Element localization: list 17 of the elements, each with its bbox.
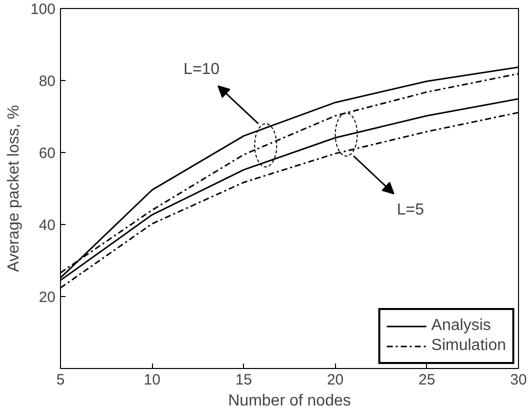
legend-label: Analysis	[431, 317, 491, 335]
y-tick-label: 20	[38, 289, 56, 306]
x-tick-label: 15	[235, 372, 252, 388]
x-tick-label: 5	[56, 372, 65, 388]
x-tick-label: 20	[326, 372, 344, 388]
y-tick-label: 80	[38, 73, 56, 90]
x-tick-label: 30	[510, 372, 527, 388]
y-tick-label: 60	[38, 145, 56, 162]
legend-label: Simulation	[431, 337, 506, 355]
x-axis-title: Number of nodes	[228, 392, 351, 410]
y-axis-title: Average packet loss, %	[5, 105, 22, 272]
y-tick-label: 40	[38, 217, 56, 234]
annotation: L=5	[396, 202, 424, 219]
x-tick-label: 25	[418, 372, 436, 388]
x-tick-label: 10	[144, 372, 160, 388]
y-tick-label: 100	[30, 1, 56, 18]
annotation: L=10	[184, 61, 220, 78]
